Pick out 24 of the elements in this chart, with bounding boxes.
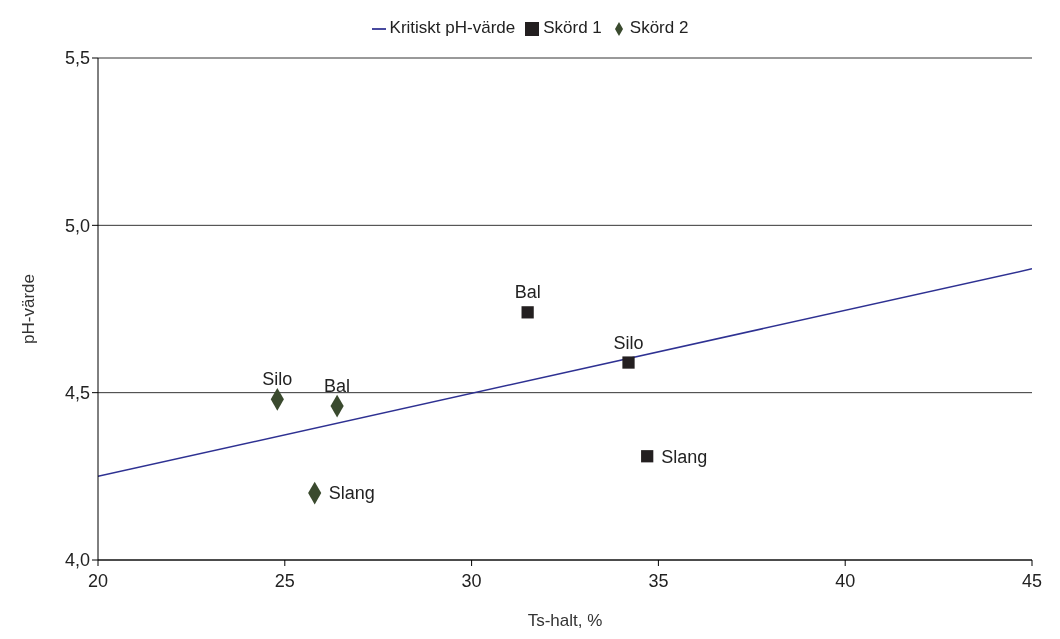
annotation: Slang [328, 483, 375, 504]
y-tick-label: 5,0 [64, 215, 90, 236]
legend-label: Kritiskt pH-värde [389, 18, 516, 37]
x-tick-label: 40 [835, 570, 856, 591]
legend-label: Skörd 2 [629, 18, 689, 37]
annotation: Silo [613, 332, 644, 353]
annotation: Bal [324, 376, 351, 397]
x-axis-title: Ts-halt, % [527, 611, 603, 631]
y-tick-label: 4,5 [64, 383, 90, 404]
annotation: Silo [262, 369, 293, 390]
legend-label: Skörd 1 [543, 18, 602, 37]
annotation: Bal [514, 282, 541, 303]
x-tick-label: 20 [87, 570, 109, 591]
point [641, 450, 654, 463]
y-axis-title: pH-värde [19, 274, 39, 344]
point [521, 306, 534, 319]
x-tick-label: 45 [1021, 570, 1043, 591]
y-tick-label: 4,0 [64, 550, 90, 571]
x-tick-label: 30 [461, 570, 482, 591]
annotation: Slang [661, 446, 708, 467]
x-tick-label: 25 [274, 570, 295, 591]
y-tick-label: 5,5 [64, 48, 90, 69]
point [622, 356, 635, 369]
x-tick-label: 35 [648, 570, 669, 591]
